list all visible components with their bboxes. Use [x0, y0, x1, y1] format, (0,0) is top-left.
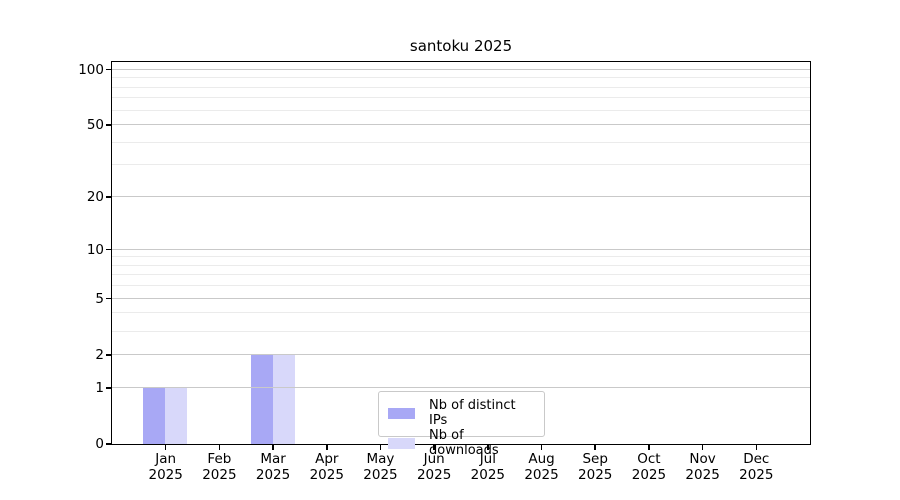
y-tick-label-100: 100	[78, 61, 104, 78]
x-tick-year-aug: 2025	[524, 467, 559, 483]
x-tickmark-jul	[487, 445, 489, 450]
x-tickmark-may	[379, 445, 382, 450]
x-tick-year-oct: 2025	[631, 467, 667, 483]
bar-downloads-mar	[272, 354, 295, 444]
bar-distinct-ips-jan	[143, 387, 166, 444]
y-tick-label-1: 1	[95, 379, 104, 396]
x-tick-month-nov: Nov	[689, 451, 716, 467]
x-tickmark-apr	[326, 445, 328, 450]
x-tickmark-nov	[701, 445, 704, 450]
y-tickmark-100	[106, 68, 112, 71]
x-tick-year-jun: 2025	[416, 467, 452, 483]
x-tick-year-nov: 2025	[685, 467, 720, 483]
x-tick-year-sep: 2025	[578, 467, 613, 483]
minor-gridline-4	[111, 312, 810, 314]
minor-gridline-70	[111, 97, 810, 99]
x-tick-year-jan: 2025	[148, 467, 183, 483]
chart-title: santoku 2025	[409, 37, 513, 55]
minor-gridline-30	[111, 164, 810, 166]
x-tick-label-jul: Jul 2025	[460, 451, 516, 483]
minor-gridline-80	[111, 86, 810, 88]
y-tickmark-50	[106, 124, 112, 126]
x-tick-year-feb: 2025	[202, 467, 237, 483]
x-tick-year-jul: 2025	[470, 467, 506, 483]
y-tick-label-2: 2	[95, 346, 104, 363]
x-tick-month-apr: Apr	[315, 451, 339, 467]
legend-row-downloads: Nb of downloads	[388, 428, 535, 458]
x-tick-month-mar: Mar	[260, 451, 286, 467]
x-tick-label-oct: Oct 2025	[621, 451, 677, 483]
x-tick-label-feb: Feb 2025	[191, 451, 247, 483]
x-tick-year-apr: 2025	[309, 467, 344, 483]
minor-gridline-40	[111, 141, 810, 143]
x-tick-label-jan: Jan 2025	[138, 451, 194, 483]
x-tickmark-dec	[755, 445, 758, 450]
y-tick-label-50: 50	[86, 117, 104, 134]
x-tick-year-mar: 2025	[255, 467, 291, 483]
x-tick-label-jun: Jun 2025	[406, 451, 462, 483]
x-tick-month-jul: Jul	[479, 451, 496, 467]
legend-label-distinct-ips: Nb of distinct IPs	[429, 398, 516, 428]
x-tickmark-jun	[433, 445, 435, 450]
x-tick-label-aug: Aug 2025	[514, 451, 570, 483]
major-gridline-50	[111, 124, 810, 126]
x-tickmark-jan	[164, 445, 167, 450]
x-tick-month-jan: Jan	[155, 451, 177, 467]
x-tick-month-may: May	[366, 451, 395, 467]
x-tickmark-aug	[540, 445, 543, 450]
bar-downloads-jan	[165, 387, 188, 444]
bar-distinct-ips-mar	[250, 354, 273, 444]
x-tick-year-dec: 2025	[739, 467, 774, 483]
y-tick-label-5: 5	[95, 290, 104, 307]
x-tick-month-jun: Jun	[423, 451, 445, 467]
minor-gridline-90	[111, 77, 810, 79]
x-tick-month-sep: Sep	[582, 451, 608, 467]
minor-gridline-8	[111, 264, 810, 266]
x-tick-month-aug: Aug	[528, 451, 555, 467]
y-tick-label-0: 0	[95, 436, 104, 452]
major-gridline-1	[111, 386, 810, 388]
major-gridline-5	[111, 297, 810, 299]
minor-gridline-9	[111, 256, 810, 258]
minor-gridline-60	[111, 109, 810, 111]
x-tick-year-may: 2025	[363, 467, 398, 483]
x-tick-month-oct: Oct	[637, 451, 661, 467]
x-tickmark-sep	[594, 445, 596, 450]
legend-row-distinct-ips: Nb of distinct IPs	[388, 398, 535, 428]
major-gridline-20	[111, 196, 810, 198]
plot-area	[110, 60, 811, 445]
x-tick-label-apr: Apr 2025	[299, 451, 355, 483]
major-gridline-100	[111, 68, 810, 70]
minor-gridline-6	[111, 285, 810, 287]
x-tick-label-dec: Dec 2025	[728, 451, 784, 483]
y-tickmark-5	[106, 297, 112, 300]
x-tick-month-feb: Feb	[207, 451, 232, 467]
minor-gridline-7	[111, 274, 810, 276]
x-tick-label-sep: Sep 2025	[567, 451, 623, 483]
legend-swatch-downloads	[388, 437, 415, 449]
x-tickmark-feb	[218, 445, 221, 450]
major-gridline-2	[111, 353, 810, 355]
legend: Nb of distinct IPs Nb of downloads	[378, 391, 545, 458]
x-tick-label-nov: Nov 2025	[675, 451, 731, 483]
y-tick-label-10: 10	[86, 241, 104, 258]
y-tickmark-10	[106, 248, 112, 251]
x-tickmark-mar	[272, 445, 274, 450]
y-tick-label-20: 20	[86, 189, 104, 206]
y-tickmark-2	[106, 354, 112, 356]
x-tick-month-dec: Dec	[743, 451, 770, 467]
x-tick-label-mar: Mar 2025	[245, 451, 301, 483]
x-tickmark-oct	[648, 445, 650, 450]
y-tickmark-0	[106, 443, 112, 445]
y-tickmark-20	[106, 196, 112, 198]
major-gridline-10	[111, 248, 810, 250]
minor-gridline-3	[111, 330, 810, 332]
legend-label-downloads: Nb of downloads	[429, 428, 499, 458]
x-tick-label-may: May 2025	[352, 451, 408, 483]
legend-swatch-distinct-ips	[388, 407, 415, 419]
y-tickmark-1	[106, 387, 112, 389]
